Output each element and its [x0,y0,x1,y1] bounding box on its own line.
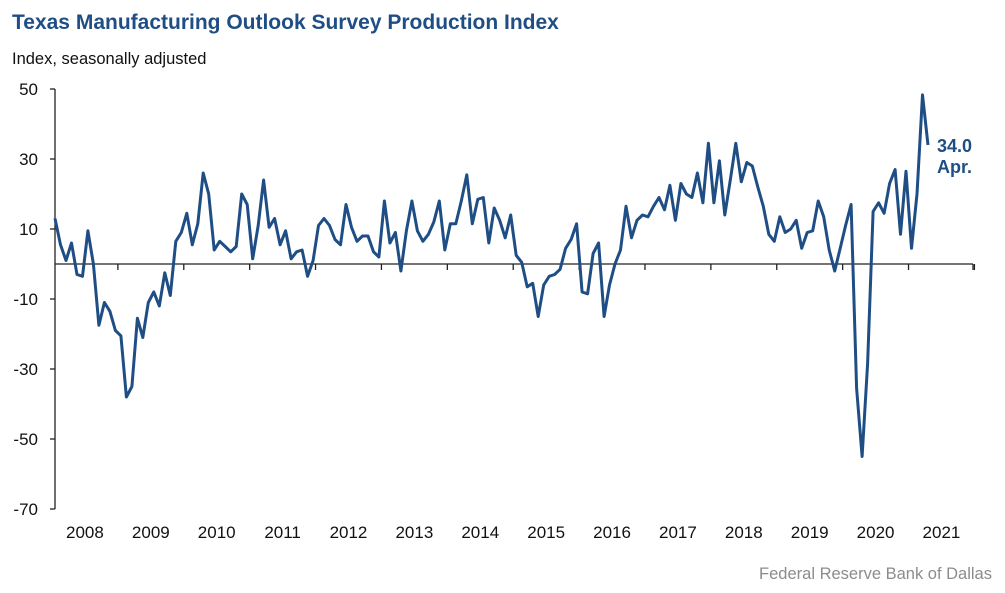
x-tick-label: 2019 [791,523,829,542]
x-tick-label: 2010 [198,523,236,542]
y-tick-label: 50 [19,80,38,99]
source-note: Federal Reserve Bank of Dallas [759,565,992,583]
x-tick-label: 2017 [659,523,697,542]
x-tick-label: 2021 [923,523,961,542]
y-tick-label: -50 [13,430,38,449]
y-tick-label: -70 [13,500,38,519]
series-line-production-index [53,93,930,458]
x-tick-label: 2008 [66,523,104,542]
x-tick-label: 2015 [527,523,565,542]
x-tick-label: 2013 [395,523,433,542]
last-month-annotation: Apr. [937,157,972,177]
last-value-annotation: 34.0 [937,136,972,156]
y-tick-label: -10 [13,290,38,309]
x-tick-label: 2009 [132,523,170,542]
x-tick-label: 2012 [330,523,368,542]
x-tick-label: 2011 [264,523,301,542]
x-tick-label: 2020 [857,523,895,542]
y-tick-label: 10 [19,220,38,239]
x-tick-label: 2016 [593,523,631,542]
y-tick-label: 30 [19,150,38,169]
y-axis-label: Index, seasonally adjusted [12,50,207,68]
chart-title: Texas Manufacturing Outlook Survey Produ… [12,11,559,34]
x-tick-label: 2018 [725,523,763,542]
x-tick-label: 2014 [461,523,499,542]
y-tick-label: -30 [13,360,38,379]
